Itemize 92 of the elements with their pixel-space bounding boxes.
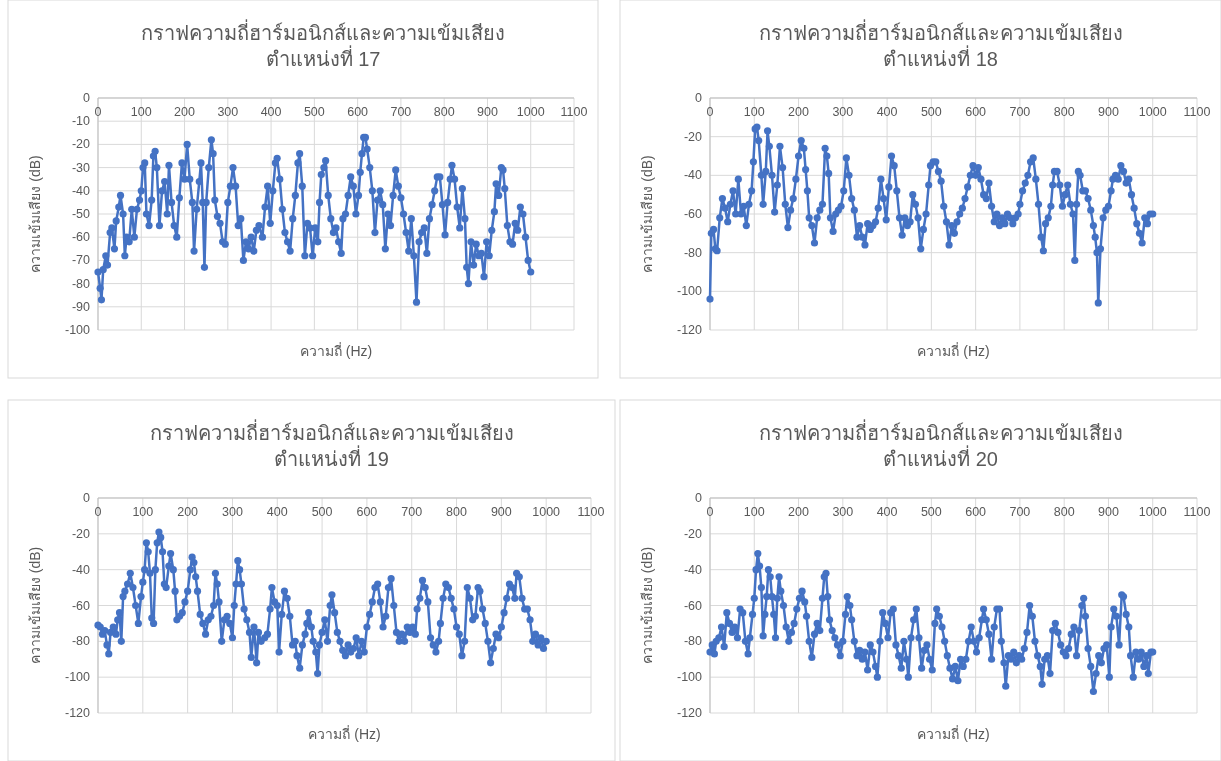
x-tick-label: 800 <box>433 105 455 119</box>
x-tick-label: 100 <box>132 505 154 519</box>
x-tick-label: 900 <box>477 105 498 119</box>
x-tick-label: 300 <box>217 105 239 119</box>
x-tick-label: 900 <box>1098 505 1119 519</box>
x-tick-label: 700 <box>1009 505 1031 519</box>
y-tick-label: -80 <box>71 276 91 291</box>
x-tick-label: 1100 <box>1183 505 1211 519</box>
y-tick-label: -20 <box>71 526 91 541</box>
x-tick-label: 1100 <box>577 505 605 519</box>
y-tick-label: -40 <box>71 562 91 577</box>
x-tick-label: 700 <box>401 505 423 519</box>
y-tick-label: 0 <box>83 91 91 105</box>
x-tick-label: 1100 <box>1183 105 1211 119</box>
y-tick-label: -120 <box>676 323 703 337</box>
x-tick-label: 200 <box>788 105 810 119</box>
x-tick-label: 900 <box>490 505 512 519</box>
y-tick-label: -60 <box>71 598 91 613</box>
x-tick-label: 600 <box>356 505 378 519</box>
chart-title: กราฟความถี่ฮาร์มอนิกส์และความเข้มเสียง ตำแหน่งที่ 18 <box>758 19 1123 70</box>
y-tick-label: -60 <box>683 207 703 221</box>
x-tick-label: 100 <box>130 105 152 119</box>
y-tick-label: -50 <box>71 207 91 221</box>
x-tick-label: 700 <box>390 105 412 119</box>
y-tick-label: -80 <box>683 634 703 649</box>
x-tick-label: 1000 <box>532 505 561 519</box>
y-tick-label: -20 <box>683 526 703 541</box>
x-tick-label: 800 <box>1053 505 1075 519</box>
x-tick-label: 1000 <box>1138 105 1167 119</box>
y-tick-label: -40 <box>683 168 703 183</box>
y-tick-label: -100 <box>64 670 91 685</box>
x-tick-label: 900 <box>1098 105 1119 119</box>
x-tick-label: 100 <box>743 105 765 119</box>
y-tick-label: 0 <box>695 91 703 105</box>
y-tick-label: -20 <box>71 137 91 152</box>
x-tick-label: 400 <box>266 505 288 519</box>
x-tick-label: 600 <box>347 105 369 119</box>
y-tick-label: -60 <box>683 598 703 613</box>
x-tick-label: 1000 <box>1138 505 1167 519</box>
x-tick-label: 0 <box>94 505 102 519</box>
y-tick-label: 0 <box>695 491 703 505</box>
x-axis-title: ความถี่ (Hz) <box>917 342 990 359</box>
x-tick-label: 800 <box>1053 105 1075 119</box>
y-tick-label: -80 <box>71 634 91 649</box>
y-tick-label: -100 <box>676 670 703 685</box>
chart-title: กราฟความถี่ฮาร์มอนิกส์และความเข้มเสียง ตำแหน่งที่ 20 <box>758 419 1123 470</box>
x-tick-label: 1100 <box>560 105 588 119</box>
x-tick-label: 200 <box>174 105 196 119</box>
x-tick-label: 600 <box>965 105 987 119</box>
x-tick-label: 700 <box>1009 105 1031 119</box>
x-tick-label: 0 <box>706 505 714 519</box>
y-axis-title: ความเข้มเสียง (dB) <box>639 546 655 665</box>
x-tick-label: 300 <box>832 505 854 519</box>
y-tick-label: -100 <box>676 284 703 299</box>
y-tick-label: -40 <box>71 183 91 198</box>
x-tick-label: 400 <box>876 105 898 119</box>
x-tick-label: 300 <box>832 105 854 119</box>
y-axis-title: ความเข้มเสียง (dB) <box>639 155 655 273</box>
x-tick-label: 100 <box>743 505 765 519</box>
y-tick-label: -120 <box>64 706 91 720</box>
x-tick-label: 1000 <box>516 105 545 119</box>
x-tick-label: 500 <box>920 505 942 519</box>
x-tick-label: 200 <box>177 505 199 519</box>
x-tick-label: 400 <box>876 505 898 519</box>
y-tick-label: -60 <box>71 230 91 245</box>
y-tick-label: -90 <box>71 299 91 314</box>
y-tick-label: -80 <box>683 245 703 260</box>
x-tick-label: 500 <box>920 105 942 119</box>
y-tick-label: -30 <box>71 160 91 175</box>
x-tick-label: 500 <box>311 505 333 519</box>
y-axis-title: ความเข้มเสียง (dB) <box>27 546 43 665</box>
x-axis-title: ความถี่ (Hz) <box>299 342 373 359</box>
x-tick-label: 600 <box>965 505 987 519</box>
y-axis-title: ความเข้มเสียง (dB) <box>27 155 43 273</box>
y-tick-label: -10 <box>71 114 91 129</box>
x-tick-label: 200 <box>788 505 810 519</box>
x-tick-label: 500 <box>303 105 325 119</box>
x-tick-label: 800 <box>446 505 468 519</box>
y-tick-label: 0 <box>83 491 91 505</box>
y-tick-label: -100 <box>64 323 91 337</box>
x-tick-label: 0 <box>706 105 714 119</box>
x-tick-label: 400 <box>260 105 282 119</box>
x-tick-label: 300 <box>222 505 243 519</box>
y-tick-label: -70 <box>71 253 91 268</box>
x-axis-title: ความถี่ (Hz) <box>917 725 990 742</box>
x-tick-label: 0 <box>94 105 102 119</box>
y-tick-label: -120 <box>676 706 703 720</box>
y-tick-label: -20 <box>683 129 703 144</box>
x-axis-title: ความถี่ (Hz) <box>308 725 381 742</box>
chart-title: กราฟความถี่ฮาร์มอนิกส์และความเข้มเสียง ตำแหน่งที่ 17 <box>141 19 505 70</box>
y-tick-label: -40 <box>683 562 703 577</box>
chart-title: กราฟความถี่ฮาร์มอนิกส์และความเข้มเสียง ตำแหน่งที่ 19 <box>149 419 514 470</box>
